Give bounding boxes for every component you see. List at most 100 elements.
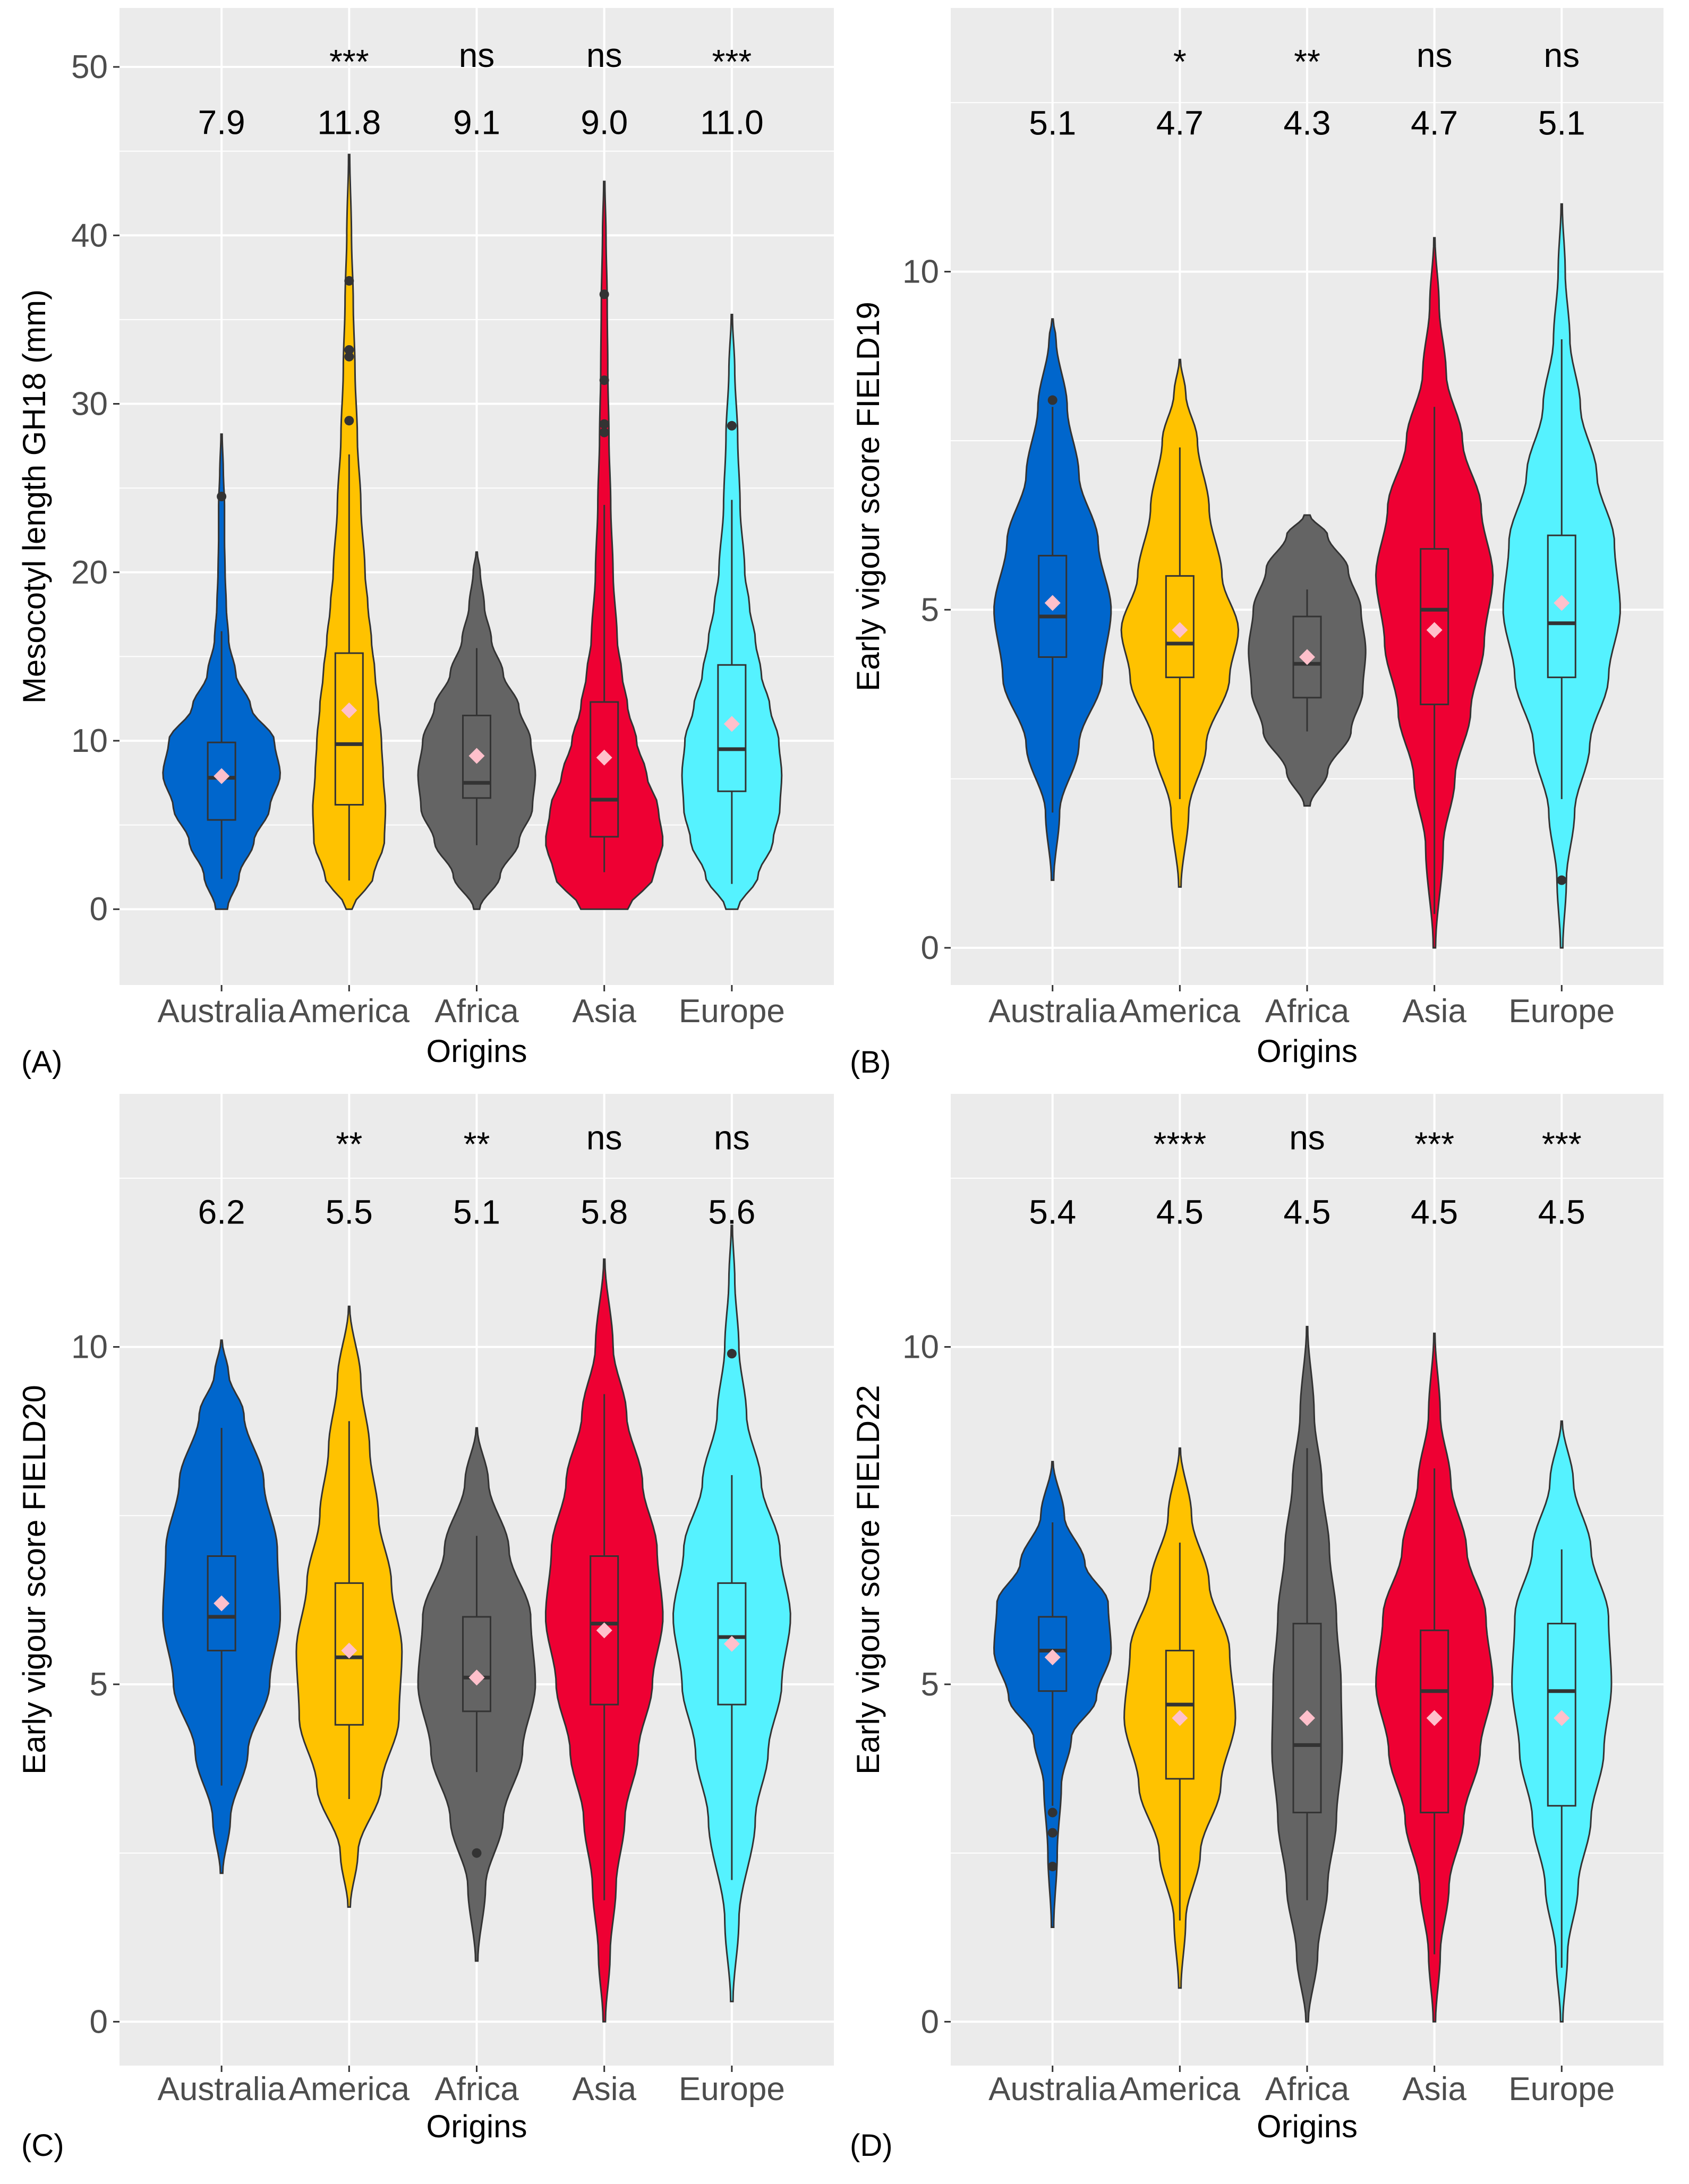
significance-label: ns (1417, 36, 1453, 74)
mean-value-label: 4.5 (1538, 1193, 1585, 1231)
iqr-box (1547, 1623, 1576, 1807)
iqr-box (462, 1616, 491, 1712)
y-tick-label: 10 (71, 1329, 108, 1366)
outlier-point (599, 419, 609, 429)
mean-value-label: 5.1 (1538, 104, 1585, 142)
mean-value-label: 6.2 (198, 1193, 245, 1231)
panel-label: (A) (21, 1045, 62, 1080)
mean-value-label: 7.9 (198, 104, 245, 142)
mean-marker (1044, 595, 1061, 611)
iqr-box (462, 714, 491, 799)
mean-marker (1426, 622, 1443, 638)
mean-value-label: 11.0 (700, 104, 764, 142)
iqr-box (334, 652, 364, 806)
y-tick-label: 10 (71, 723, 108, 759)
x-tick-label: Australia (988, 2071, 1117, 2108)
mean-marker (1299, 649, 1315, 665)
x-tick-label: Africa (434, 2071, 519, 2108)
mean-value-label: 4.7 (1156, 104, 1204, 142)
mean-marker (468, 1669, 485, 1686)
iqr-box (1165, 1649, 1195, 1780)
x-tick-label: Australia (158, 993, 286, 1030)
y-tick-label: 5 (921, 1666, 939, 1703)
iqr-box (717, 664, 747, 792)
violin-africa (417, 551, 536, 910)
significance-label: ns (1543, 36, 1580, 74)
outlier-point (344, 416, 354, 426)
x-tick-label: Asia (572, 993, 636, 1030)
iqr-box (207, 741, 236, 821)
significance-label: ** (464, 1125, 490, 1163)
x-tick-label: Asia (572, 2071, 636, 2108)
mean-value-label: 5.5 (326, 1193, 373, 1231)
panel-label: (B) (850, 1045, 891, 1080)
iqr-box (1292, 615, 1322, 699)
outlier-point (344, 352, 354, 362)
mean-marker (1554, 1710, 1570, 1726)
y-tick-label: 40 (71, 217, 108, 254)
panel-b: 0 5 10 5.1 Australia 4.7 * America 4.3 ** Africa 4.… (850, 8, 1664, 1080)
mean-value-label: 9.1 (453, 104, 500, 142)
mean-marker (723, 1635, 740, 1652)
y-tick-label: 0 (921, 930, 939, 966)
x-axis-title: Origins (426, 2109, 527, 2144)
mean-value-label: 5.6 (708, 1193, 755, 1231)
y-tick-label: 20 (71, 554, 108, 591)
y-tick-label: 0 (921, 2003, 939, 2040)
iqr-box (590, 701, 619, 838)
y-axis-title: Early vigour score FIELD20 (16, 1385, 52, 1775)
y-tick-label: 50 (71, 49, 108, 85)
y-axis-title: Early vigour score FIELD19 (850, 302, 886, 691)
significance-label: **** (1154, 1125, 1207, 1163)
x-tick-label: Africa (1265, 993, 1350, 1030)
y-tick-label: 10 (902, 1329, 939, 1366)
mean-marker (214, 1595, 230, 1612)
significance-label: *** (1542, 1125, 1582, 1163)
violin-africa (417, 1427, 536, 1962)
iqr-box (1420, 548, 1449, 706)
violin-asia (544, 1258, 664, 2023)
outlier-point (472, 1848, 482, 1858)
y-tick-label: 0 (90, 2003, 108, 2040)
panel-label: (D) (850, 2128, 893, 2163)
y-tick-label: 5 (921, 592, 939, 628)
panel-label: (C) (21, 2128, 64, 2163)
x-tick-label: Australia (988, 993, 1117, 1030)
mean-marker (596, 1622, 612, 1639)
significance-label: ** (336, 1125, 362, 1163)
mean-value-label: 4.5 (1156, 1193, 1204, 1231)
x-tick-label: Australia (158, 2071, 286, 2108)
significance-label: *** (712, 42, 752, 81)
x-tick-label: Europe (679, 993, 785, 1030)
violin-europe (672, 1224, 791, 2002)
x-tick-label: Africa (1265, 2071, 1350, 2108)
mean-marker (214, 768, 230, 784)
violin-america (295, 1305, 403, 1908)
iqr-box (717, 1582, 747, 1706)
x-tick-label: America (289, 2071, 410, 2108)
x-tick-label: Europe (1508, 2071, 1615, 2108)
mean-marker (341, 1642, 357, 1659)
significance-label: *** (1414, 1125, 1454, 1163)
outlier-point (1047, 1828, 1057, 1838)
significance-label: *** (329, 42, 369, 81)
mean-value-label: 4.3 (1284, 104, 1331, 142)
mean-value-label: 11.8 (317, 104, 381, 142)
panel-a: 0 10 20 30 40 50 7.9 Australia 11.8 *** America 9.1… (16, 8, 834, 1080)
outlier-point (1047, 395, 1057, 405)
x-tick-label: Africa (434, 993, 519, 1030)
mean-value-label: 4.5 (1411, 1193, 1458, 1231)
mean-marker (1172, 622, 1188, 638)
outlier-point (217, 492, 227, 501)
iqr-box (1547, 534, 1576, 679)
x-axis-title: Origins (1257, 1033, 1358, 1069)
panel-d: 0 5 10 5.4 Australia 4.5 **** America 4.5 ns Afric… (850, 1094, 1664, 2163)
mean-value-label: 5.1 (1029, 104, 1076, 142)
y-axis-title: Mesocotyl length GH18 (mm) (16, 289, 52, 704)
significance-label: ns (459, 36, 495, 74)
violin-africa (1271, 1325, 1343, 2023)
mean-marker (1299, 1710, 1315, 1726)
iqr-box (207, 1555, 236, 1651)
significance-label: ns (1289, 1119, 1325, 1157)
